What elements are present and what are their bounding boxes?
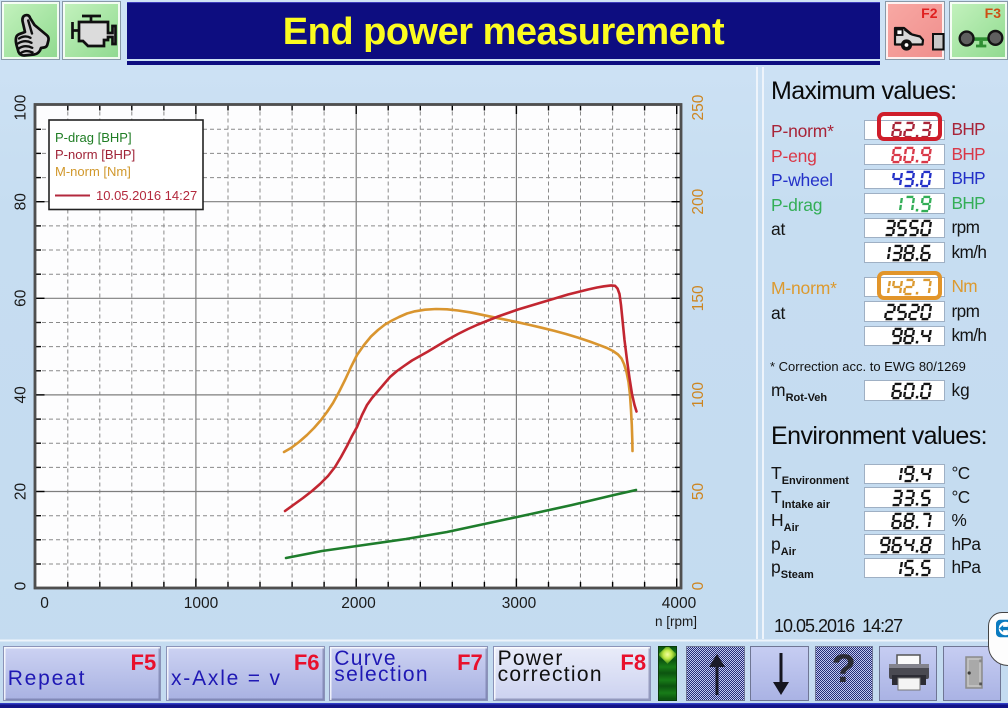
svg-text:10.05.2016 14:27: 10.05.2016 14:27 <box>96 188 197 203</box>
svg-text:0: 0 <box>13 581 30 590</box>
svg-text:3000: 3000 <box>502 595 537 612</box>
svg-text:200: 200 <box>690 188 707 214</box>
svg-text:1000: 1000 <box>184 595 219 612</box>
svg-text:4000: 4000 <box>662 595 697 612</box>
svg-text:100: 100 <box>13 94 30 120</box>
svg-text:P-drag [BHP]: P-drag [BHP] <box>55 130 132 145</box>
svg-text:60: 60 <box>13 289 30 307</box>
svg-text:40: 40 <box>13 386 30 404</box>
svg-text:80: 80 <box>13 193 30 211</box>
svg-text:n [rpm]: n [rpm] <box>655 614 697 629</box>
svg-text:M-norm [Nm]: M-norm [Nm] <box>55 164 131 179</box>
svg-text:100: 100 <box>690 382 707 408</box>
svg-text:250: 250 <box>690 94 707 120</box>
svg-text:150: 150 <box>690 285 707 311</box>
svg-text:P-norm [BHP]: P-norm [BHP] <box>55 147 135 162</box>
svg-text:2000: 2000 <box>341 595 376 612</box>
svg-text:20: 20 <box>13 483 30 501</box>
svg-text:50: 50 <box>690 483 707 501</box>
svg-text:0: 0 <box>690 581 707 590</box>
svg-text:0: 0 <box>40 595 49 612</box>
